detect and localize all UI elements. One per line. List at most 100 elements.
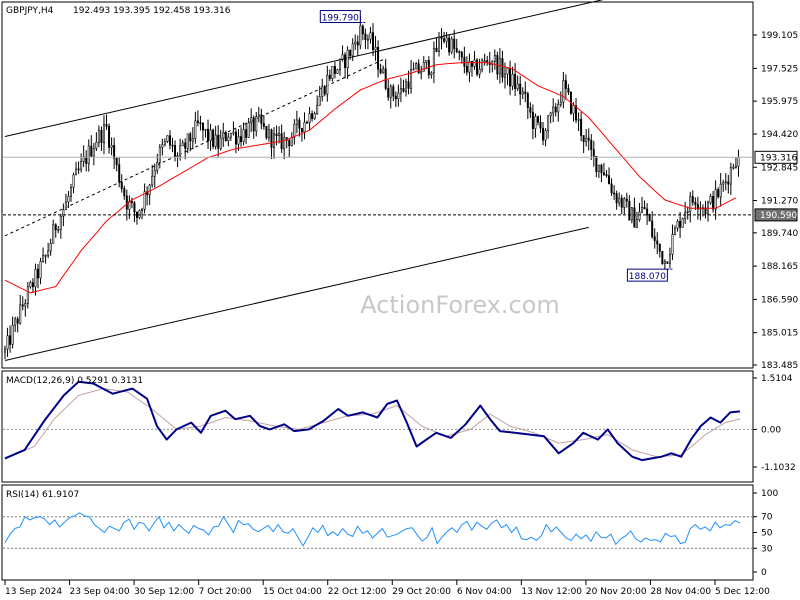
candle-body [600, 164, 603, 174]
candle [138, 209, 141, 220]
candle-body [105, 124, 108, 127]
candle-body [407, 81, 410, 89]
candle [161, 138, 164, 156]
candle-body [135, 211, 138, 218]
moving-average-line [4, 62, 737, 294]
candle [245, 122, 248, 144]
candle-body [4, 348, 6, 353]
candle [224, 130, 227, 142]
candle [585, 128, 588, 147]
candle-body [85, 156, 88, 164]
candle-body [349, 50, 352, 57]
candle-body [194, 120, 197, 139]
candle-body [316, 104, 319, 114]
candle [115, 156, 118, 172]
y-tick-label: 189.740 [761, 229, 798, 239]
candle [369, 26, 372, 44]
candle [567, 84, 570, 96]
candle-body [458, 51, 461, 53]
candle-body [613, 192, 616, 195]
rsi-y-tick-label: 70 [761, 513, 773, 523]
candle-body [62, 209, 65, 217]
candle-body [597, 164, 600, 172]
candle [6, 327, 9, 357]
candle-body [440, 36, 443, 40]
x-axis: 13 Sep 2024 23 Sep 04:00 30 Sep 12:00 7 Oct… [4, 580, 770, 597]
candle [646, 203, 649, 225]
candle [509, 60, 512, 96]
candle-body [186, 133, 189, 149]
candle [719, 173, 722, 207]
candle [727, 174, 730, 194]
candle [21, 296, 24, 311]
candle [308, 107, 311, 131]
candle-body [712, 195, 715, 210]
candle [242, 122, 245, 146]
candle [559, 91, 562, 108]
candle [615, 190, 618, 210]
candle [227, 133, 230, 147]
candle [575, 97, 578, 124]
candle [610, 178, 613, 196]
candle-body [102, 124, 105, 143]
candle [110, 137, 113, 156]
x-tick-label: 29 Oct 20:00 [392, 587, 451, 597]
candle [120, 174, 123, 193]
candle [377, 40, 380, 78]
candle [57, 226, 60, 234]
candle-body [437, 36, 440, 52]
candle-body [54, 224, 57, 231]
watermark: ActionForex.com [360, 291, 560, 319]
candle [311, 110, 314, 122]
candle [628, 195, 631, 221]
candle [420, 65, 423, 80]
candle [445, 32, 448, 48]
candle-body [148, 184, 151, 195]
candle [656, 232, 659, 255]
candle-body [432, 47, 435, 74]
candle [448, 34, 451, 56]
candle [514, 63, 517, 97]
candle [674, 225, 677, 236]
x-tick-label: 5 Dec 12:00 [715, 587, 770, 597]
candle-body [67, 195, 70, 203]
candle [356, 35, 359, 56]
candle-body [567, 88, 570, 93]
y-tick-label: 195.975 [761, 97, 798, 107]
candle-body [608, 175, 611, 185]
candle-body [587, 137, 590, 141]
candle-body [9, 335, 12, 345]
macd-y-tick-label: 1.5104 [761, 374, 793, 384]
candle-body [212, 129, 215, 147]
candle [392, 84, 395, 102]
candle-body [59, 215, 62, 230]
candle [29, 280, 32, 289]
candle-body [663, 261, 666, 264]
candle-body [694, 202, 697, 205]
candle-body [31, 282, 34, 288]
price-chart-symbol: GBPJPY,H4 [6, 6, 54, 16]
candle [557, 99, 560, 122]
candle [486, 55, 489, 66]
candle [151, 164, 154, 188]
candle-body [16, 318, 19, 324]
macd-panel: MACD(12,26,9) 0.5291 0.3131 1.5104 0.00 -1… [1, 370, 796, 483]
candle [247, 117, 250, 138]
candle [31, 278, 34, 293]
candle-body [572, 105, 575, 114]
candle-body [529, 107, 532, 113]
candle-body [483, 60, 486, 62]
candle-body [6, 335, 9, 350]
candle [516, 75, 519, 92]
candle-body [425, 60, 428, 63]
candle [201, 122, 204, 141]
candle [460, 50, 463, 64]
candle [26, 281, 29, 309]
candle-body [262, 123, 265, 127]
candle-body [354, 41, 357, 45]
candle-body [582, 135, 585, 143]
macd-signal-line [4, 388, 741, 459]
candle [635, 211, 638, 229]
candle-body [64, 201, 67, 211]
candle [605, 170, 608, 178]
